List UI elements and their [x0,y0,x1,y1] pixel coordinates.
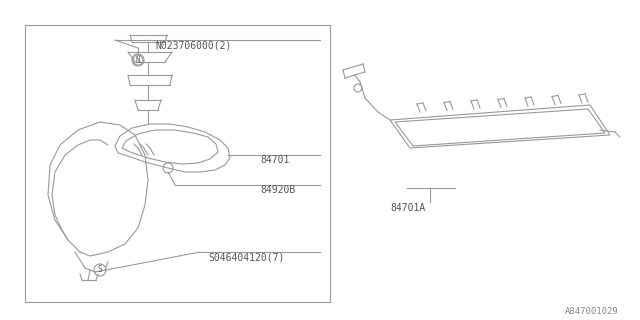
Text: A847001029: A847001029 [565,308,619,316]
Text: 84701: 84701 [260,155,289,165]
Text: 84920B: 84920B [260,185,295,195]
Text: N: N [136,55,140,65]
Text: S: S [98,266,102,275]
Text: 84701A: 84701A [390,203,425,213]
Text: N023706000(2): N023706000(2) [155,40,232,50]
Bar [25,25,330,302]
Text: S046404120(7): S046404120(7) [208,252,284,262]
